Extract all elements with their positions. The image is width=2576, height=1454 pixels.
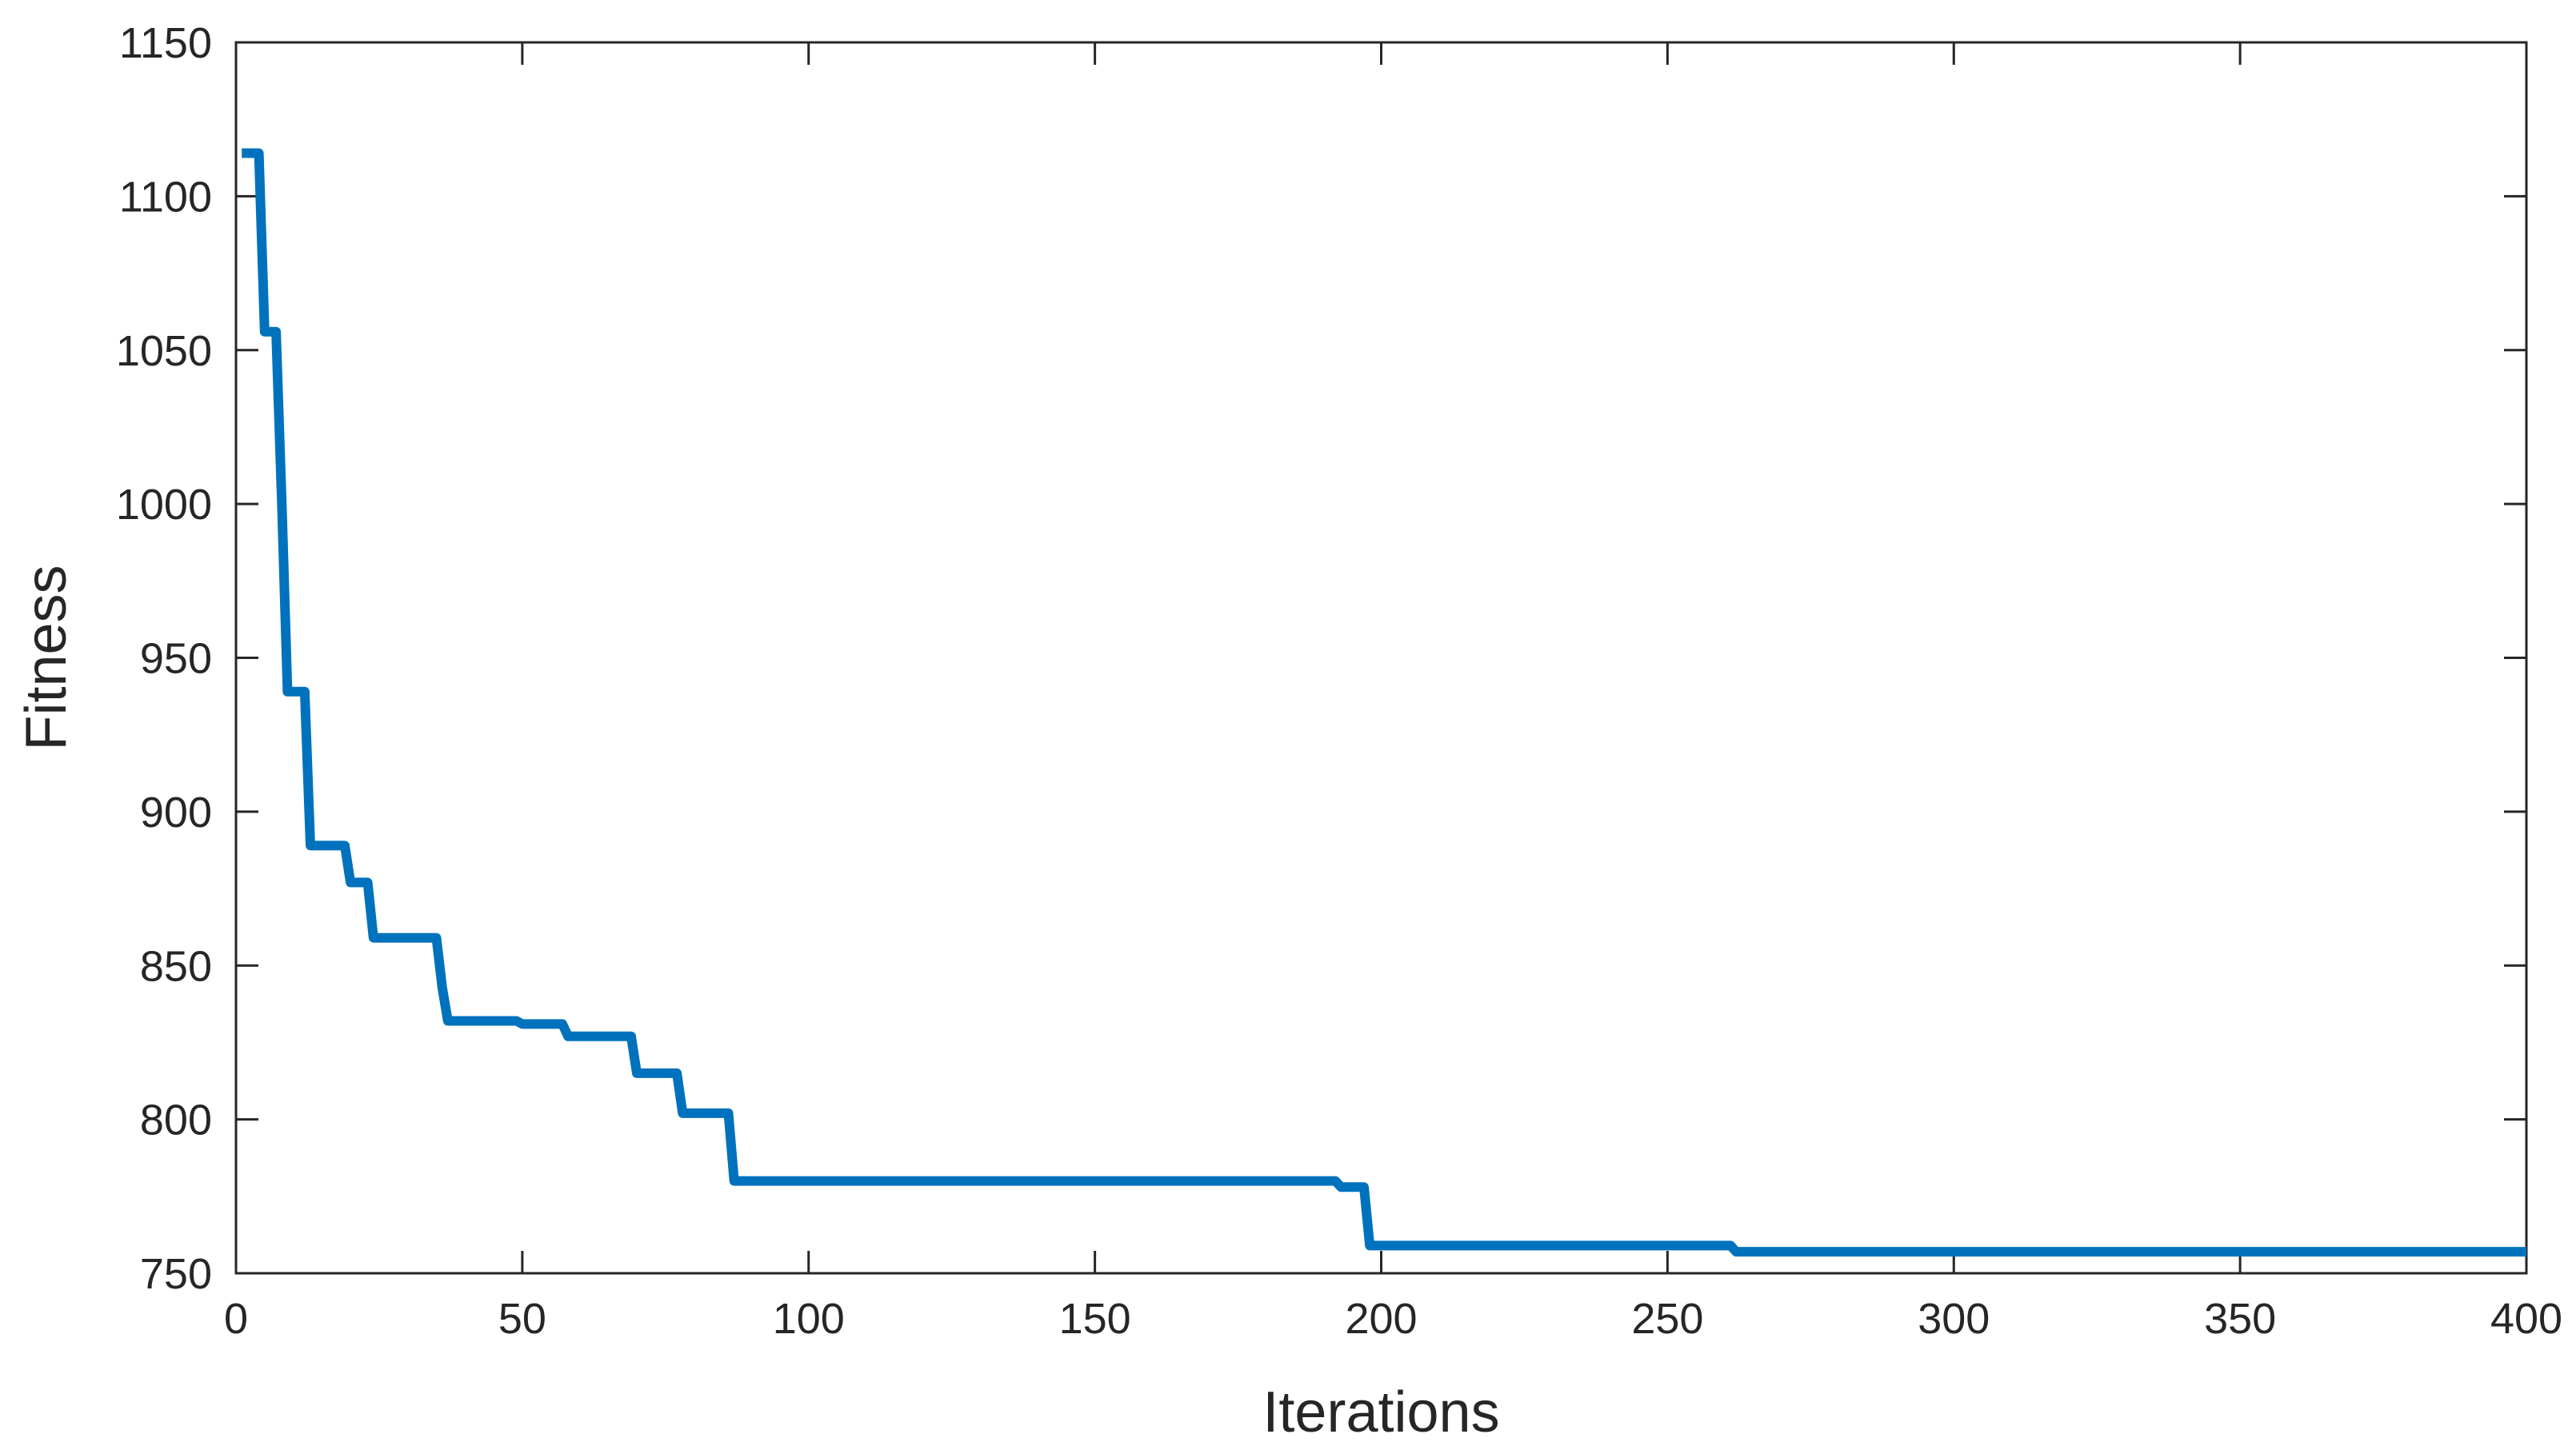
y-axis-title: Fitness bbox=[14, 565, 78, 750]
fitness-series-line bbox=[242, 148, 2526, 1257]
x-tick-label: 400 bbox=[2490, 1295, 2562, 1343]
x-tick-label: 0 bbox=[224, 1295, 248, 1343]
y-tick-label: 1000 bbox=[116, 481, 212, 529]
y-tick-label: 750 bbox=[140, 1250, 212, 1298]
y-tick-label: 1050 bbox=[116, 327, 212, 375]
x-tick-label: 250 bbox=[1631, 1295, 1703, 1343]
y-tick-label: 900 bbox=[140, 789, 212, 837]
x-tick-label: 50 bbox=[498, 1295, 546, 1343]
x-tick-label: 350 bbox=[2204, 1295, 2276, 1343]
plot-layer: 0 50 100 150 200 250 300 350 400 750 800 850 900 950 1… bbox=[116, 19, 2562, 1343]
x-tick-label: 100 bbox=[773, 1295, 845, 1343]
y-tick-label: 950 bbox=[140, 635, 212, 683]
y-tick-label: 1100 bbox=[119, 173, 212, 221]
y-tick-label: 850 bbox=[140, 942, 212, 990]
x-tick-label: 300 bbox=[1918, 1295, 1990, 1343]
x-axis-title: Iterations bbox=[1262, 1380, 1499, 1444]
x-tick-label: 200 bbox=[1345, 1295, 1417, 1343]
x-tick-label: 150 bbox=[1059, 1295, 1131, 1343]
y-tick-label: 800 bbox=[140, 1096, 212, 1144]
y-tick-label: 1150 bbox=[119, 19, 212, 67]
